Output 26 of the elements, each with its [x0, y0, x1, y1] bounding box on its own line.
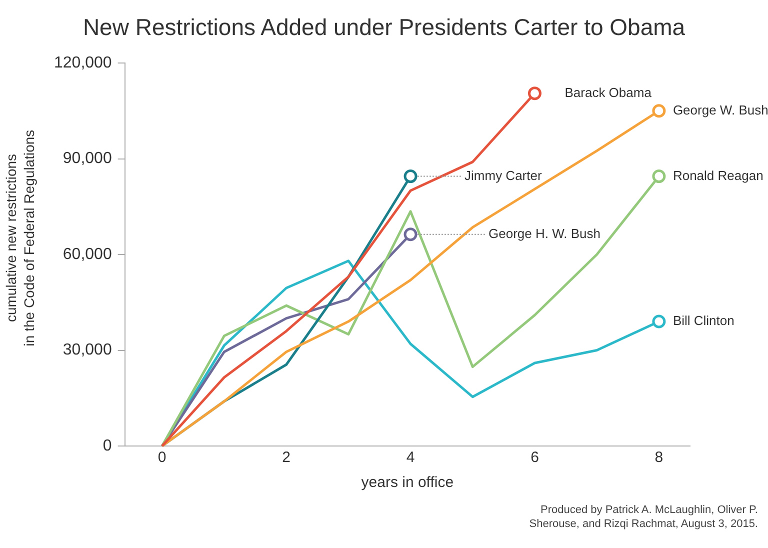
text: Jimmy Carter	[464, 168, 542, 183]
y-tick-label: 60,000	[62, 246, 112, 263]
text: Produced by Patrick A. McLaughlin, Oliver P. Sherouse, and Rizqi Rachmat, August 3, 2015.	[528, 503, 758, 531]
point	[528, 86, 542, 100]
text: George H. W. Bush	[488, 226, 601, 241]
chart-title: New Restrictions Added under Presidents Carter to Obama	[82, 14, 686, 41]
y-tick-label: 30,000	[62, 342, 112, 359]
y-axis-title: cumulative new restrictions in the Code of Federal Regulations	[2, 128, 38, 348]
x-tick-label: 2	[282, 449, 290, 466]
point	[652, 170, 666, 184]
x-axis-title: years in office	[361, 474, 454, 492]
series-label: Bill Clinton	[672, 313, 734, 328]
x-tick-label: 4	[406, 449, 415, 466]
point	[404, 228, 418, 242]
y-tick-label: 120,000	[54, 54, 112, 72]
y-tick-label: 0	[102, 437, 112, 454]
point	[404, 170, 418, 184]
y-tick-label: 90,000	[62, 150, 112, 168]
point	[652, 104, 666, 118]
series-label: Ronald Reagan	[672, 168, 764, 183]
series-label: George W. Bush	[672, 102, 768, 118]
x-tick-label: 0	[158, 449, 166, 466]
series-label: Barack Obama	[564, 84, 652, 100]
point	[652, 314, 666, 328]
x-tick-label: 6	[530, 449, 539, 466]
x-tick-label: 8	[654, 449, 664, 466]
